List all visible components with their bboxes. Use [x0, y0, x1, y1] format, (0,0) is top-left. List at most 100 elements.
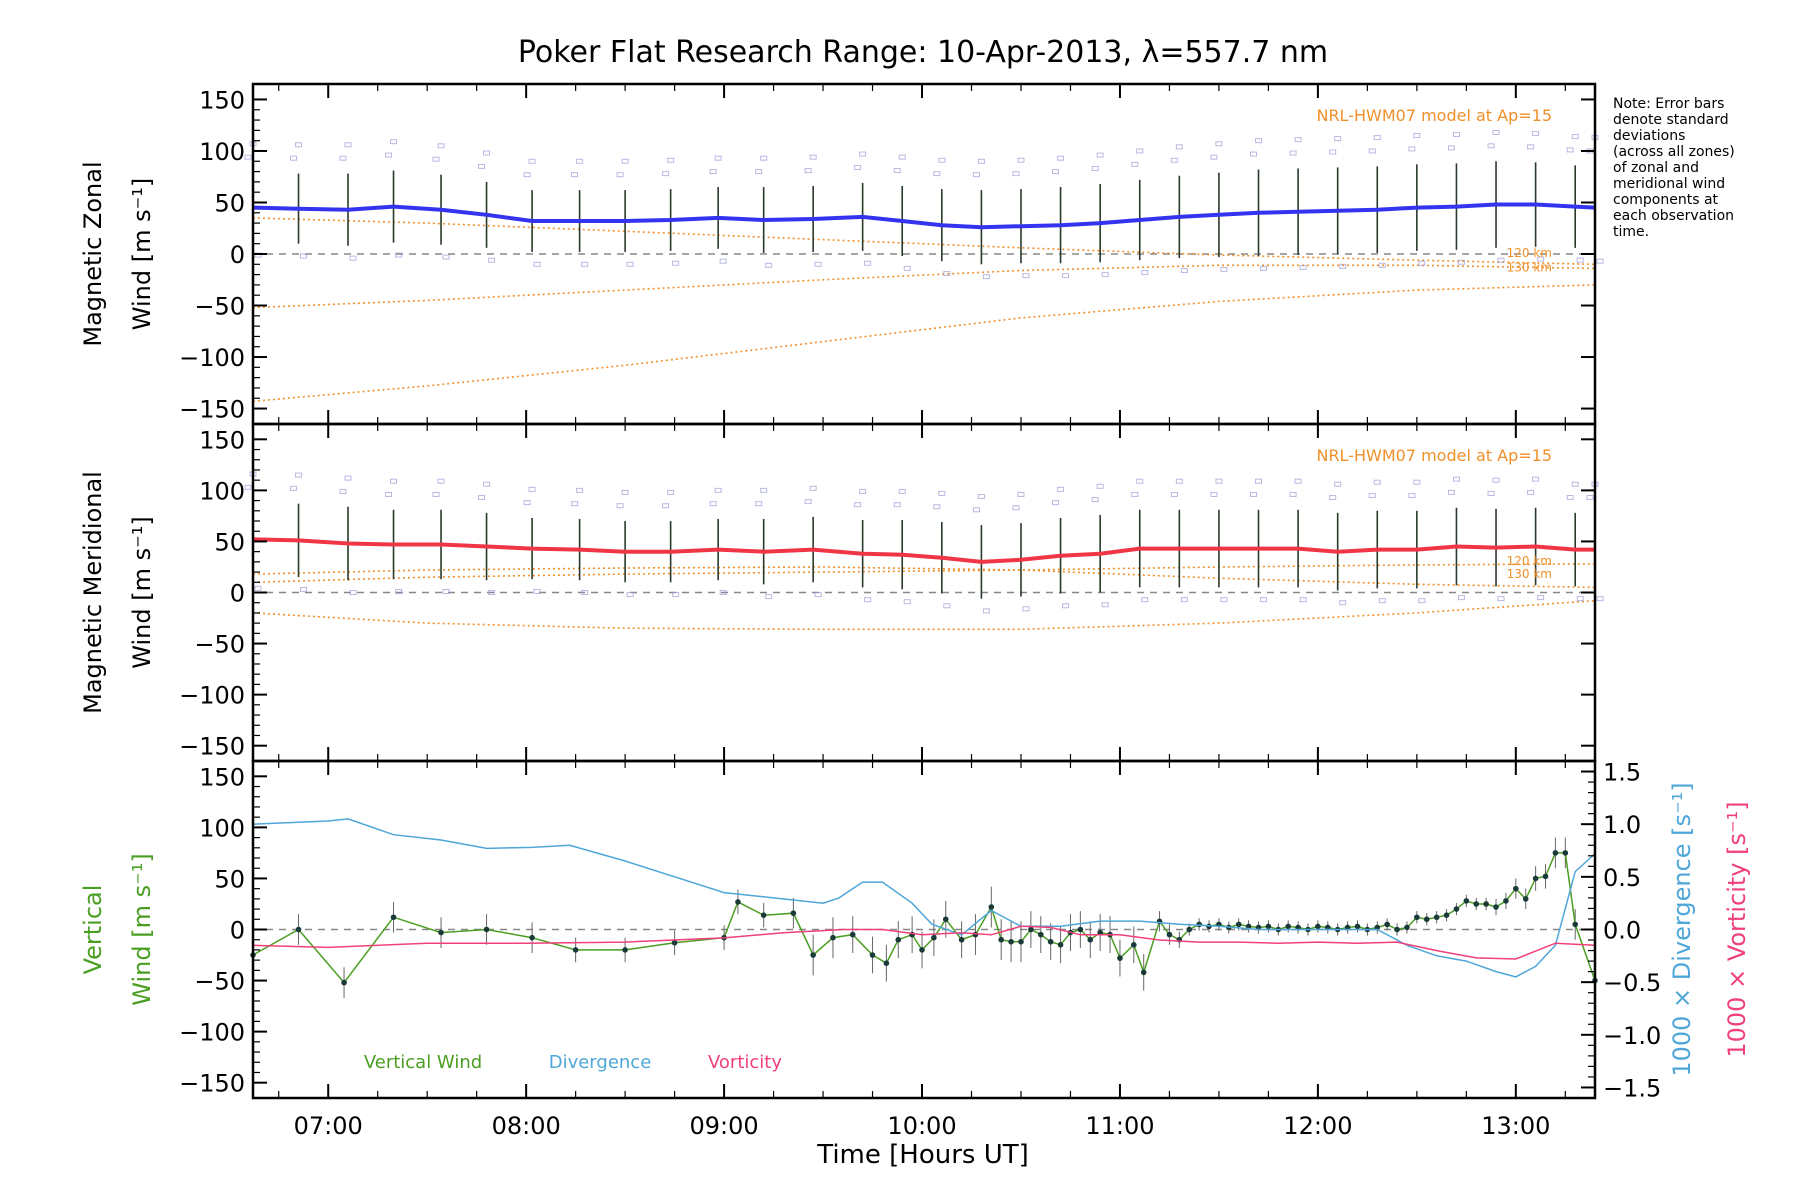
zone-point	[662, 171, 670, 177]
zone-point	[483, 150, 491, 156]
zone-point	[893, 502, 901, 508]
zone-point	[1408, 146, 1416, 152]
zone-point	[1596, 258, 1604, 264]
zone-point	[1329, 495, 1337, 501]
zone-point	[1368, 148, 1376, 154]
y-tick-label: −50	[194, 968, 245, 996]
y-tick-label: −50	[194, 293, 245, 321]
x-tick-label: 09:00	[689, 1112, 758, 1140]
vertical-wind-point	[1196, 921, 1202, 928]
y-tick-label: 0	[230, 580, 245, 608]
y-tick-label: 0	[230, 917, 245, 945]
zone-point	[1497, 596, 1505, 602]
zone-point	[1537, 595, 1545, 601]
model-line-130-km	[252, 566, 1596, 589]
zone-point	[395, 588, 403, 594]
zone-point	[1457, 595, 1465, 601]
zone-point	[432, 156, 440, 162]
vertical-wind-point	[1552, 850, 1559, 856]
x-tick-label: 13:00	[1481, 1112, 1550, 1140]
y-axis-label-units-vertical: Wind [m s⁻¹]	[128, 853, 156, 1005]
y-tick-label: −150	[179, 396, 245, 424]
vertical-wind-point	[895, 936, 902, 943]
zone-point	[1170, 491, 1178, 497]
vertical-wind-point	[1315, 923, 1321, 930]
vertical-wind-point	[1037, 931, 1044, 938]
zone-point	[1017, 157, 1025, 163]
zone-point	[1017, 491, 1025, 497]
zone-point	[244, 484, 252, 490]
zone-point	[933, 171, 941, 177]
vertical-wind-point	[1186, 926, 1193, 933]
vertical-wind-point	[1131, 942, 1137, 948]
zone-point	[864, 260, 872, 266]
vertical-wind-point	[1423, 916, 1430, 923]
zone-point	[1255, 478, 1263, 484]
vertical-wind-point	[942, 916, 949, 923]
zone-point	[709, 501, 717, 507]
zone-point	[339, 488, 347, 494]
zone-point	[1101, 602, 1109, 608]
zone-point	[1012, 171, 1020, 177]
vertical-wind-point	[1265, 923, 1272, 930]
zone-point	[478, 495, 486, 501]
zone-point	[854, 502, 862, 508]
zone-point	[1136, 148, 1144, 154]
y-tick-label: 50	[214, 189, 245, 217]
zone-point	[1576, 257, 1584, 263]
y-axis-label-vertical: Vertical	[79, 885, 107, 975]
zone-point	[1141, 597, 1149, 603]
zone-point	[1497, 257, 1505, 263]
zone-point	[1260, 597, 1268, 603]
zone-point	[1091, 497, 1099, 503]
model-label: NRL-HWM07 model at Ap=15	[1316, 106, 1552, 125]
model-line-120-km	[252, 217, 1596, 266]
zone-point	[1373, 135, 1381, 141]
y-tick-label: 0	[230, 241, 245, 269]
right-tick-label: −1.5	[1603, 1074, 1661, 1102]
zone-point	[1571, 481, 1579, 487]
zone-point	[1180, 597, 1188, 603]
y-tick-label: −100	[179, 682, 245, 710]
zone-point	[528, 486, 536, 492]
vertical-wind-point	[1493, 904, 1499, 910]
zone-point	[616, 503, 624, 509]
zone-point	[1532, 130, 1540, 136]
zone-point	[1373, 479, 1381, 485]
zone-point	[621, 158, 629, 164]
vertical-wind-point	[1235, 921, 1242, 928]
zone-point	[442, 254, 450, 260]
zone-point	[290, 485, 298, 491]
zone-point	[859, 488, 867, 494]
y-tick-label: −150	[179, 1070, 245, 1098]
note-line: each observation	[1613, 208, 1734, 224]
vertical-wind-point	[919, 947, 925, 953]
zone-point	[1576, 596, 1584, 602]
model-alt-label-130: 130 km	[1507, 567, 1552, 581]
zone-point	[395, 252, 403, 258]
y-tick-label: 50	[214, 865, 245, 893]
zone-point	[437, 478, 445, 484]
right-tick-label: −0.5	[1603, 969, 1661, 997]
zone-point	[1175, 478, 1183, 484]
note-line: denote standard	[1613, 112, 1729, 128]
zone-point	[982, 274, 990, 280]
zone-point	[672, 260, 680, 266]
y-tick-label: −100	[179, 344, 245, 372]
zone-point	[626, 261, 634, 267]
vertical-wind-point	[1522, 896, 1529, 902]
zone-point	[1378, 262, 1386, 268]
y-tick-label: 150	[199, 426, 245, 454]
zone-point	[295, 142, 303, 148]
panel-meridional: 150 100 50 0 −50 −100 −150 Magnetic Meridional W…	[79, 422, 1604, 763]
zone-point	[938, 490, 946, 496]
y-tick-label: −150	[179, 733, 245, 761]
zone-point	[755, 501, 763, 507]
zone-point	[667, 489, 675, 495]
zone-point	[1537, 256, 1545, 262]
x-axis: 07:00 08:00 09:00 10:00 11:00 12:00 13:00	[294, 1112, 1551, 1140]
zone-point	[1215, 141, 1223, 147]
x-tick-label: 07:00	[294, 1112, 363, 1140]
zone-point	[977, 158, 985, 164]
vertical-wind-point	[883, 960, 890, 966]
